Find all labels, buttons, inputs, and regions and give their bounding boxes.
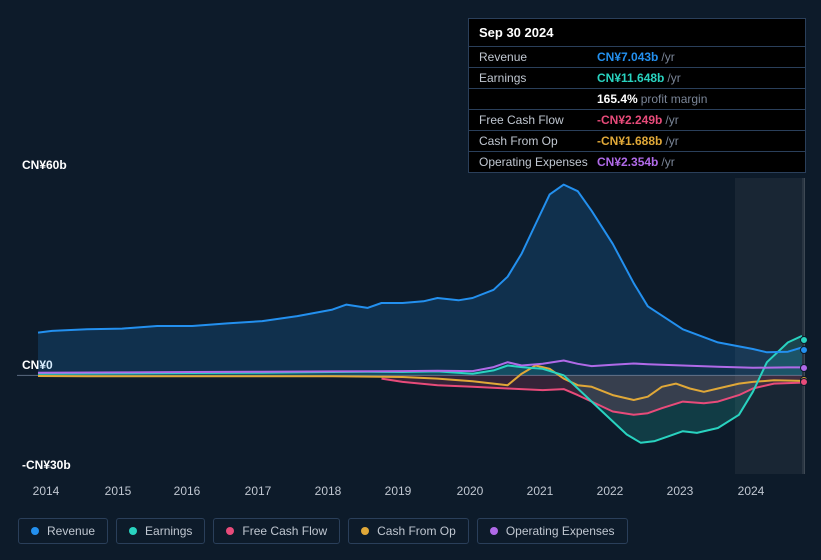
tooltip-row: RevenueCN¥7.043b/yr [469, 46, 805, 67]
tooltip-row-suffix: /yr [667, 71, 680, 85]
chart-container: Sep 30 2024 RevenueCN¥7.043b/yrEarningsC… [0, 0, 821, 560]
x-axis: 2014 2015 2016 2017 2018 2019 2020 2021 2022 2023… [0, 484, 821, 499]
series-area-revenue [38, 185, 802, 376]
tooltip-row-value: CN¥7.043b [597, 50, 658, 64]
legend: Revenue Earnings Free Cash Flow Cash From O… [18, 518, 628, 544]
y-axis-label: CN¥60b [22, 158, 67, 172]
legend-item[interactable]: Operating Expenses [477, 518, 628, 544]
x-axis-tick: 2016 [174, 484, 201, 498]
legend-item[interactable]: Cash From Op [348, 518, 469, 544]
chart-plot-area[interactable] [17, 178, 805, 474]
tooltip-card: Sep 30 2024 RevenueCN¥7.043b/yrEarningsC… [468, 18, 806, 173]
chart-svg [17, 178, 802, 474]
legend-dot-icon [361, 527, 369, 535]
x-axis-tick: 2022 [597, 484, 624, 498]
x-axis-tick: 2017 [245, 484, 272, 498]
tooltip-row-value: CN¥2.354b [597, 155, 658, 169]
legend-dot-icon [226, 527, 234, 535]
legend-label: Earnings [145, 524, 192, 538]
tooltip-row-value: -CN¥1.688b [597, 134, 662, 148]
tooltip-row: Operating ExpensesCN¥2.354b/yr [469, 151, 805, 172]
tooltip-row-value: -CN¥2.249b [597, 113, 662, 127]
series-endpoint-dot [800, 336, 808, 344]
tooltip-row: EarningsCN¥11.648b/yr [469, 67, 805, 88]
series-endpoint-dot [800, 378, 808, 386]
tooltip-row-label: Cash From Op [479, 134, 597, 148]
legend-item[interactable]: Free Cash Flow [213, 518, 340, 544]
x-axis-tick: 2018 [315, 484, 342, 498]
x-axis-tick: 2021 [527, 484, 554, 498]
legend-label: Free Cash Flow [242, 524, 327, 538]
x-axis-tick: 2023 [667, 484, 694, 498]
x-axis-tick: 2024 [738, 484, 765, 498]
tooltip-row-suffix: /yr [665, 134, 678, 148]
tooltip-date: Sep 30 2024 [469, 19, 805, 46]
legend-label: Operating Expenses [506, 524, 615, 538]
legend-dot-icon [129, 527, 137, 535]
tooltip-row-suffix: /yr [661, 50, 674, 64]
legend-dot-icon [31, 527, 39, 535]
tooltip-row: Cash From Op-CN¥1.688b/yr [469, 130, 805, 151]
tooltip-row-suffix: profit margin [641, 92, 708, 106]
legend-item[interactable]: Revenue [18, 518, 108, 544]
x-axis-tick: 2015 [105, 484, 132, 498]
tooltip-row-value: CN¥11.648b [597, 71, 664, 85]
legend-label: Revenue [47, 524, 95, 538]
tooltip-row: 165.4%profit margin [469, 88, 805, 109]
x-axis-tick: 2020 [457, 484, 484, 498]
tooltip-row-suffix: /yr [661, 155, 674, 169]
tooltip-row-suffix: /yr [665, 113, 678, 127]
series-endpoint-dot [800, 364, 808, 372]
tooltip-row-label: Revenue [479, 50, 597, 64]
tooltip-row-value: 165.4% [597, 92, 638, 106]
legend-dot-icon [490, 527, 498, 535]
tooltip-row: Free Cash Flow-CN¥2.249b/yr [469, 109, 805, 130]
legend-label: Cash From Op [377, 524, 456, 538]
tooltip-row-label: Earnings [479, 71, 597, 85]
x-axis-tick: 2019 [385, 484, 412, 498]
x-axis-tick: 2014 [33, 484, 60, 498]
tooltip-row-label: Operating Expenses [479, 155, 597, 169]
tooltip-row-label: Free Cash Flow [479, 113, 597, 127]
legend-item[interactable]: Earnings [116, 518, 205, 544]
series-endpoint-dot [800, 346, 808, 354]
